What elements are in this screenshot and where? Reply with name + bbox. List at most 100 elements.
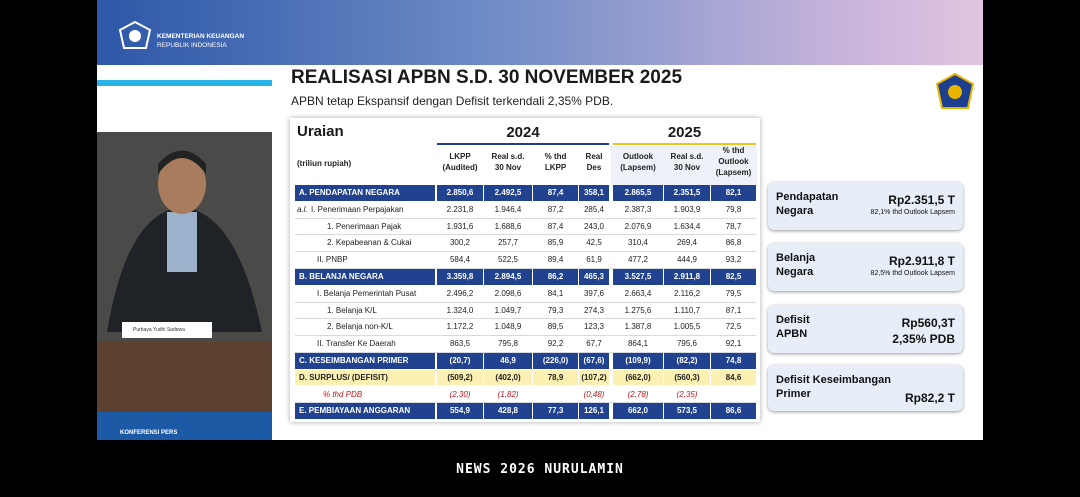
cell-bg bbox=[484, 201, 532, 218]
cell-bg bbox=[533, 353, 578, 369]
cell-bg bbox=[613, 185, 663, 201]
cell-bg bbox=[664, 201, 710, 218]
row-rule bbox=[295, 301, 756, 303]
cell: 87,4 bbox=[547, 221, 564, 231]
cell-bg bbox=[437, 353, 483, 369]
cell: 864,1 bbox=[627, 339, 649, 349]
cell-bg bbox=[613, 386, 663, 403]
cell: 82,1 bbox=[725, 188, 742, 197]
cell-bg bbox=[711, 403, 756, 419]
org-name: KEMENTERIAN KEUANGAN bbox=[157, 33, 245, 40]
card-label: APBN bbox=[776, 328, 808, 340]
cell-bg bbox=[579, 302, 609, 319]
cell: 795,6 bbox=[676, 339, 698, 349]
cell-bg bbox=[613, 269, 663, 285]
cell-bg bbox=[533, 336, 578, 352]
cell-bg bbox=[613, 369, 663, 386]
cell: 397,6 bbox=[583, 288, 605, 298]
cell: 1.005,5 bbox=[673, 322, 701, 332]
row-label-bg bbox=[295, 369, 435, 386]
column-header: Real s.d. bbox=[491, 152, 525, 161]
cell: 85,9 bbox=[547, 238, 564, 248]
row-label-bg bbox=[295, 403, 435, 419]
cell: 269,4 bbox=[676, 238, 698, 248]
cell-bg bbox=[711, 386, 756, 403]
cell: 274,3 bbox=[583, 305, 605, 315]
cell: 1.688,6 bbox=[494, 221, 522, 231]
row-rule bbox=[295, 335, 756, 337]
cell: 2.492,5 bbox=[494, 188, 522, 197]
caption: NEWS 2026 NURULAMIN bbox=[456, 462, 624, 477]
cell-bg bbox=[484, 185, 532, 201]
row-label-bg bbox=[295, 252, 435, 268]
cell-bg bbox=[437, 269, 483, 285]
cell-bg bbox=[437, 403, 483, 419]
row-label: II. Transfer Ke Daerah bbox=[317, 339, 396, 349]
cell: 87,2 bbox=[547, 204, 564, 214]
cell-bg bbox=[533, 235, 578, 251]
row-label-bg bbox=[295, 353, 435, 369]
cell-bg bbox=[533, 185, 578, 201]
emblem bbox=[935, 72, 975, 109]
cell-bg bbox=[613, 218, 663, 235]
column-header: % thd bbox=[544, 152, 567, 161]
card-value: Rp2.911,8 T bbox=[888, 254, 955, 268]
cell: 79,3 bbox=[547, 305, 564, 315]
row-label: 2. Kepabeanan & Cukai bbox=[327, 238, 412, 248]
cell: (67,6) bbox=[583, 356, 605, 365]
cell: 78,7 bbox=[725, 221, 742, 231]
cell: 2.351,5 bbox=[673, 188, 701, 197]
card bbox=[768, 182, 963, 230]
row-label: 1. Belanja K/L bbox=[327, 305, 377, 315]
cell: 78,9 bbox=[547, 372, 564, 382]
cell: 2.116,2 bbox=[673, 288, 701, 298]
cell: 2.663,4 bbox=[624, 288, 652, 298]
card-label: Belanja bbox=[776, 252, 816, 264]
cell-bg bbox=[711, 218, 756, 235]
cell-bg bbox=[437, 386, 483, 403]
row-rule bbox=[295, 217, 756, 219]
cell-bg bbox=[613, 353, 663, 369]
cell: 554,9 bbox=[449, 406, 471, 416]
cell: 662,0 bbox=[627, 406, 649, 416]
cell-bg bbox=[579, 319, 609, 335]
cell: 82,5 bbox=[725, 272, 742, 281]
cell: 86,2 bbox=[547, 272, 564, 281]
card-label: Pendapatan bbox=[776, 191, 839, 203]
cell: 285,4 bbox=[583, 204, 605, 214]
cell-bg bbox=[711, 235, 756, 251]
cell-bg bbox=[711, 252, 756, 268]
cell-bg bbox=[711, 201, 756, 218]
caption-bar bbox=[0, 440, 1080, 497]
cell: 1.048,9 bbox=[494, 322, 522, 332]
cell: 2.231,8 bbox=[446, 204, 474, 214]
cell-bg bbox=[613, 252, 663, 268]
cell-bg bbox=[484, 369, 532, 386]
logo bbox=[118, 20, 152, 49]
card-note: 82,1% thd Outlook Lapsem bbox=[870, 209, 955, 216]
row-label-bg bbox=[295, 302, 435, 319]
cell-bg bbox=[484, 252, 532, 268]
cell: 522,5 bbox=[497, 255, 519, 265]
cell: 2.076,9 bbox=[624, 221, 652, 231]
cell: (402,0) bbox=[495, 372, 521, 382]
cell: 87,4 bbox=[547, 188, 564, 197]
cell-bg bbox=[484, 302, 532, 319]
event-label: KONFERENSI PERS bbox=[120, 430, 178, 436]
cell-bg bbox=[613, 403, 663, 419]
cell: 86,8 bbox=[725, 238, 742, 248]
cell-bg bbox=[664, 336, 710, 352]
cell: 300,2 bbox=[449, 238, 471, 248]
cell-bg bbox=[579, 185, 609, 201]
row-label: % thd PDB bbox=[323, 389, 363, 399]
cell: 89,4 bbox=[547, 255, 564, 265]
card-label: Negara bbox=[776, 205, 814, 217]
row-label: D. SURPLUS/ (DEFISIT) bbox=[299, 372, 388, 382]
cell: (20,7) bbox=[449, 356, 471, 365]
cell-bg bbox=[437, 201, 483, 218]
cell: 1.324,0 bbox=[446, 305, 474, 315]
cell-bg bbox=[579, 218, 609, 235]
row-label: E. PEMBIAYAAN ANGGARAN bbox=[299, 406, 411, 416]
slide-subtitle: APBN tetap Ekspansif dengan Defisit terk… bbox=[291, 94, 614, 108]
